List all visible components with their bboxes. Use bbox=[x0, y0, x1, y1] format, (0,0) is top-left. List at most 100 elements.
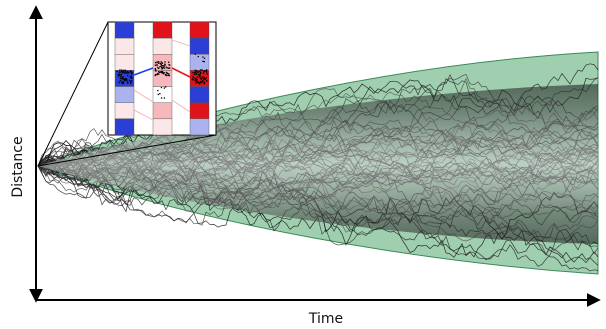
particle bbox=[122, 82, 125, 84]
particle bbox=[168, 73, 170, 75]
particle bbox=[193, 73, 195, 75]
particle bbox=[203, 78, 205, 80]
particle bbox=[121, 69, 123, 71]
particle bbox=[203, 70, 205, 72]
particle bbox=[192, 75, 194, 78]
particle bbox=[156, 61, 158, 63]
particle bbox=[118, 75, 120, 77]
particle bbox=[192, 77, 195, 79]
particle bbox=[194, 79, 196, 82]
particle bbox=[160, 86, 163, 89]
particle bbox=[156, 65, 158, 67]
inset-faint-link bbox=[171, 39, 191, 47]
particle bbox=[157, 93, 159, 96]
inset-cell bbox=[152, 102, 173, 120]
particle bbox=[123, 71, 125, 73]
particle bbox=[154, 61, 157, 64]
inset-cell bbox=[189, 118, 210, 136]
particle bbox=[127, 70, 129, 73]
particle bbox=[201, 81, 203, 83]
particle bbox=[202, 60, 204, 62]
particle bbox=[191, 78, 193, 80]
particle bbox=[155, 70, 157, 72]
particle bbox=[118, 74, 121, 76]
particle bbox=[203, 71, 205, 73]
particle bbox=[198, 83, 200, 85]
particle bbox=[131, 77, 133, 79]
particle bbox=[195, 78, 197, 80]
particle bbox=[127, 74, 129, 77]
inset-faint-link bbox=[133, 109, 154, 121]
particle bbox=[195, 72, 197, 75]
particle bbox=[130, 70, 132, 73]
inset-faint-link bbox=[133, 89, 154, 103]
y-axis-label: Distance bbox=[10, 136, 26, 197]
particle bbox=[201, 80, 204, 82]
inset-cell bbox=[152, 21, 173, 39]
particle bbox=[155, 69, 157, 71]
particle bbox=[119, 71, 121, 73]
particle bbox=[167, 74, 169, 77]
particle bbox=[165, 86, 167, 88]
particle bbox=[162, 67, 164, 69]
inset-cell bbox=[189, 21, 210, 39]
particle bbox=[131, 80, 133, 82]
particle bbox=[130, 77, 132, 79]
particle bbox=[162, 65, 164, 67]
particle bbox=[192, 71, 194, 74]
particle bbox=[197, 55, 199, 58]
inset-faint-link bbox=[171, 99, 191, 113]
particle bbox=[199, 75, 201, 77]
particle bbox=[206, 73, 208, 75]
particle bbox=[121, 70, 123, 72]
inset-cell bbox=[189, 37, 210, 55]
particle bbox=[161, 62, 163, 64]
particle bbox=[154, 68, 156, 70]
particle bbox=[119, 79, 122, 82]
particle bbox=[162, 73, 165, 75]
particle bbox=[206, 71, 208, 73]
inset-cell bbox=[114, 54, 135, 71]
particle bbox=[192, 79, 194, 81]
particle bbox=[160, 65, 162, 67]
particle bbox=[121, 82, 123, 84]
particle bbox=[122, 78, 124, 80]
particle bbox=[168, 74, 170, 77]
particle bbox=[196, 78, 198, 81]
zoom-callout-line-top bbox=[37, 21, 109, 167]
particle bbox=[204, 78, 206, 81]
particle bbox=[200, 82, 202, 84]
particle bbox=[206, 69, 208, 71]
particle bbox=[131, 71, 133, 74]
particle bbox=[160, 61, 162, 63]
particle bbox=[117, 74, 119, 76]
particle bbox=[160, 63, 162, 66]
particle bbox=[203, 57, 206, 59]
inset-cell bbox=[114, 21, 135, 39]
inset-cell bbox=[189, 54, 210, 71]
particle bbox=[157, 67, 159, 69]
particle bbox=[199, 70, 201, 72]
particle bbox=[155, 74, 157, 76]
particle bbox=[129, 71, 131, 73]
x-axis-label: Time bbox=[308, 311, 343, 327]
particle bbox=[200, 80, 202, 83]
inset-cell bbox=[114, 86, 135, 103]
particle bbox=[130, 82, 132, 84]
particle bbox=[205, 70, 207, 72]
particle bbox=[121, 77, 123, 80]
particle bbox=[126, 79, 128, 82]
particle bbox=[130, 72, 133, 75]
particle bbox=[164, 73, 167, 76]
particle bbox=[163, 65, 165, 67]
particle bbox=[199, 71, 202, 74]
particle bbox=[120, 75, 122, 77]
inset-link bbox=[171, 67, 191, 78]
particle bbox=[168, 61, 170, 63]
particle bbox=[169, 67, 171, 69]
particle bbox=[118, 71, 120, 73]
particle bbox=[125, 71, 127, 73]
inset-cell bbox=[152, 86, 173, 103]
particle bbox=[116, 70, 118, 72]
particle bbox=[124, 78, 126, 80]
